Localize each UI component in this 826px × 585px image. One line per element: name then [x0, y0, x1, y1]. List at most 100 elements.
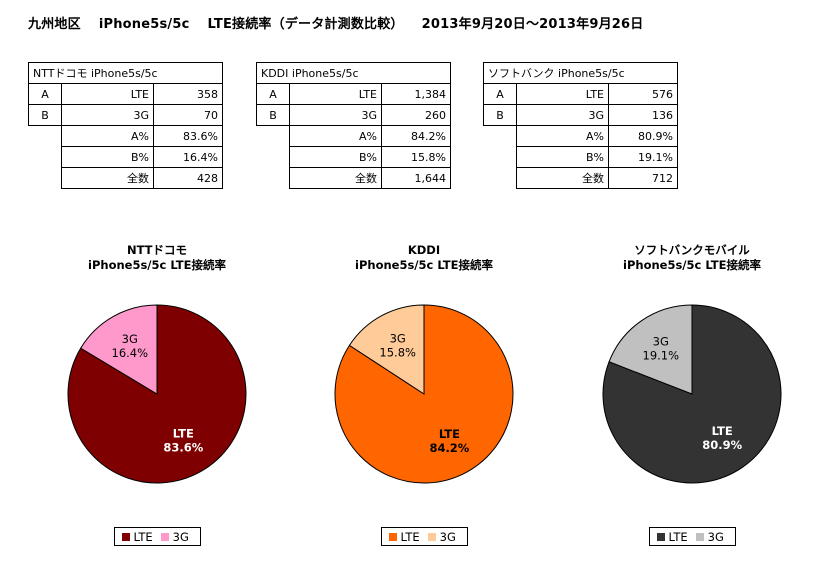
title-device: iPhone5s/5c [98, 17, 190, 32]
row-label [484, 126, 517, 147]
slice-value-label: 83.6% [163, 441, 203, 455]
row-key: 3G [289, 104, 382, 126]
row-label [484, 168, 517, 189]
row-value: 428 [153, 167, 223, 189]
table-row: A LTE 576 [483, 83, 678, 105]
table-row: 全数 1,644 [257, 167, 451, 189]
row-value: 1,644 [381, 167, 451, 189]
chart-title: NTTドコモ iPhone5s/5c LTE接続率 [37, 243, 277, 273]
row-key: 全数 [289, 167, 382, 189]
row-value: 15.8% [381, 146, 451, 168]
row-key: B% [61, 146, 154, 168]
legend-label: LTE [668, 529, 688, 544]
chart-title: ソフトバンクモバイル iPhone5s/5c LTE接続率 [572, 243, 812, 273]
stats-table: ソフトバンク iPhone5s/5c A LTE 576 B 3G 136 A% 80.9% B%… [483, 62, 678, 189]
row-label [29, 168, 62, 189]
row-key: LTE [289, 83, 382, 105]
legend-swatch [695, 532, 704, 541]
legend-label: 3G [172, 529, 189, 544]
row-value: 83.6% [153, 125, 223, 147]
legend-swatch [160, 532, 169, 541]
row-label: A [483, 83, 517, 105]
row-value: 19.1% [608, 146, 678, 168]
title-region: 九州地区 [28, 17, 81, 32]
row-label: B [256, 104, 290, 126]
row-label [29, 147, 62, 168]
row-value: 136 [608, 104, 678, 126]
row-key: 3G [61, 104, 154, 126]
slice-label: LTE [712, 424, 733, 438]
slice-label: LTE [439, 427, 460, 441]
row-key: B% [289, 146, 382, 168]
row-value: 260 [381, 104, 451, 126]
table-row: 全数 712 [484, 167, 678, 189]
pie-slice-3g [608, 304, 693, 395]
table-row: B% 19.1% [484, 146, 678, 168]
stats-table: NTTドコモ iPhone5s/5c A LTE 358 B 3G 70 A% 83.6% B% 1… [28, 62, 223, 189]
legend-label: 3G [439, 529, 456, 544]
row-label [484, 147, 517, 168]
chart-title-line: KDDI [407, 243, 441, 257]
title-metric: LTE接続率（データ計測数比較） [207, 17, 404, 32]
table-row: B 3G 260 [256, 104, 451, 126]
chart-subtitle: iPhone5s/5c LTE接続率 [623, 258, 761, 272]
legend-swatch [427, 532, 436, 541]
row-label [29, 126, 62, 147]
row-key: 全数 [516, 167, 609, 189]
slice-value-label: 84.2% [429, 441, 469, 455]
row-label: A [256, 83, 290, 105]
pie-slice-3g [348, 304, 425, 395]
table-title: ソフトバンク iPhone5s/5c [483, 62, 678, 84]
row-label [257, 126, 290, 147]
pie-slice-3g [79, 304, 158, 395]
row-value: 1,384 [381, 83, 451, 105]
row-key: A% [289, 125, 382, 147]
table-row: A% 83.6% [29, 125, 223, 147]
row-value: 84.2% [381, 125, 451, 147]
row-key: LTE [516, 83, 609, 105]
row-key: 3G [516, 104, 609, 126]
slice-value-label: 16.4% [112, 346, 149, 360]
slice-value-label: 15.8% [379, 346, 416, 360]
chart-title-line: NTTドコモ [126, 243, 188, 257]
legend-label: 3G [707, 529, 724, 544]
legend-label: LTE [400, 529, 420, 544]
slice-value-label: 80.9% [702, 438, 742, 452]
table-row: A LTE 358 [28, 83, 223, 105]
row-key: LTE [61, 83, 154, 105]
row-label: A [28, 83, 62, 105]
chart-legend: LTE 3G [113, 527, 201, 546]
page-title: 九州地区 iPhone5s/5c LTE接続率（データ計測数比較） 2013年9月20… [28, 13, 661, 32]
row-value: 712 [608, 167, 678, 189]
chart-legend: LTE 3G [648, 527, 736, 546]
table-row: 全数 428 [29, 167, 223, 189]
row-label: B [28, 104, 62, 126]
row-label [257, 168, 290, 189]
row-label [257, 147, 290, 168]
stats-table: KDDI iPhone5s/5c A LTE 1,384 B 3G 260 A% 84.2% B%… [256, 62, 451, 189]
table-row: B 3G 136 [483, 104, 678, 126]
row-value: 576 [608, 83, 678, 105]
table-row: A% 84.2% [257, 125, 451, 147]
slice-label: 3G [390, 332, 406, 346]
slice-value-label: 19.1% [643, 349, 680, 363]
row-key: B% [516, 146, 609, 168]
legend-label: LTE [133, 529, 153, 544]
legend-swatch [656, 532, 665, 541]
table-row: B 3G 70 [28, 104, 223, 126]
legend-swatch [121, 532, 130, 541]
chart-title: KDDI iPhone5s/5c LTE接続率 [304, 243, 544, 273]
row-key: 全数 [61, 167, 154, 189]
row-value: 80.9% [608, 125, 678, 147]
table-title: NTTドコモ iPhone5s/5c [28, 62, 223, 84]
title-period: 2013年9月20日～2013年9月26日 [421, 17, 644, 32]
chart-title-line: ソフトバンクモバイル [634, 243, 750, 257]
row-value: 358 [153, 83, 223, 105]
table-row: A LTE 1,384 [256, 83, 451, 105]
row-value: 70 [153, 104, 223, 126]
slice-label: 3G [122, 332, 138, 346]
table-row: B% 16.4% [29, 146, 223, 168]
